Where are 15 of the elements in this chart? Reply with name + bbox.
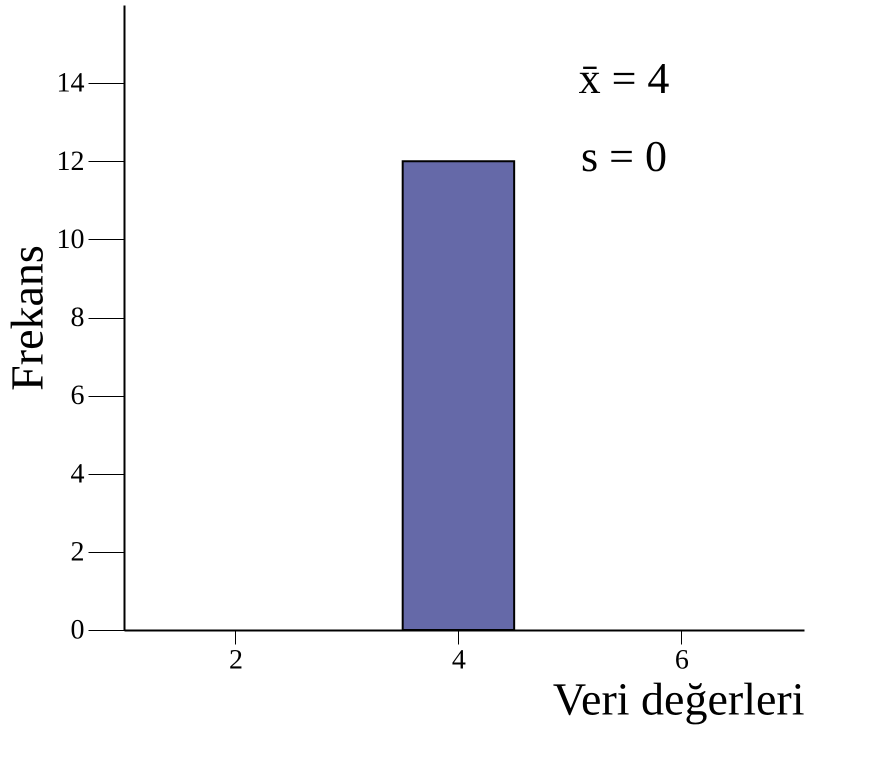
y-axis-title: Frekans: [2, 245, 52, 391]
x-tick-label: 2: [228, 644, 243, 676]
y-tick-label: 10: [56, 224, 84, 255]
annotation: x̄ = 4: [578, 54, 670, 103]
y-tick-label: 14: [56, 68, 84, 99]
x-axis-title: Veri değerleri: [552, 674, 804, 724]
y-tick-label: 8: [70, 302, 84, 333]
y-tick-label: 4: [70, 458, 84, 490]
x-tick-label: 6: [674, 644, 689, 676]
annotation: s = 0: [581, 132, 667, 181]
x-tick-label: 4: [452, 644, 466, 676]
y-tick-label: 6: [70, 380, 84, 412]
y-tick-label: 0: [70, 614, 84, 646]
y-tick-label: 2: [70, 536, 84, 568]
y-tick-label: 12: [56, 146, 84, 177]
